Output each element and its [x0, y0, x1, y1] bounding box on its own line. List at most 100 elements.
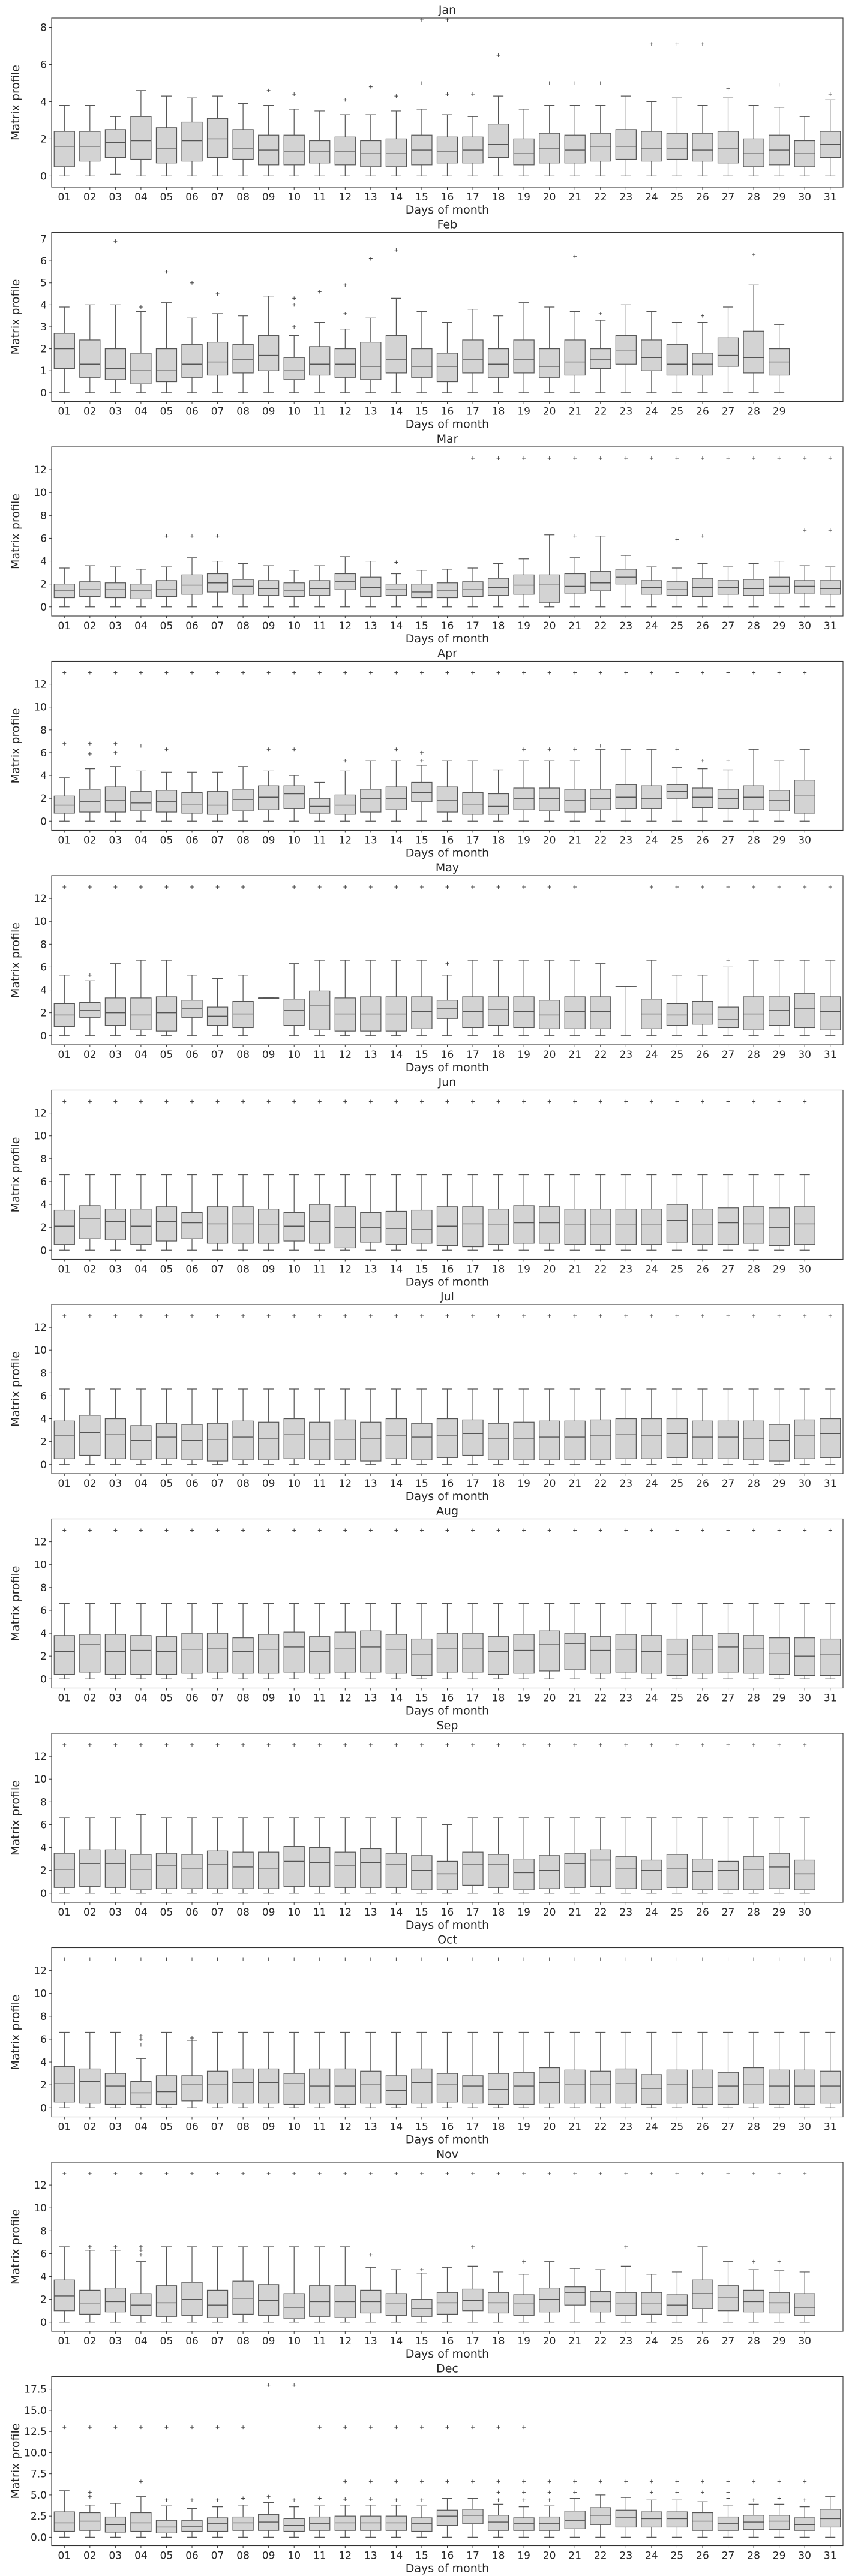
box-day-16	[436, 1528, 458, 1679]
x-axis-label: Days of month	[406, 2347, 489, 2361]
box-iqr	[79, 1205, 101, 1239]
box-iqr	[615, 129, 637, 160]
box-iqr	[258, 1421, 280, 1460]
x-tick-label: 13	[364, 2550, 377, 2562]
outlier-marker	[471, 1099, 475, 1104]
outlier-marker	[598, 2172, 602, 2176]
x-tick-label: 09	[262, 406, 275, 418]
box-iqr	[411, 781, 433, 802]
box-day-02	[79, 1528, 101, 1679]
box-day-24	[641, 1528, 662, 1679]
x-tick-label: 07	[211, 835, 224, 847]
y-tick-label: 8	[40, 1367, 47, 1379]
outlier-marker	[139, 305, 143, 309]
x-tick-label: 04	[134, 2335, 148, 2347]
outlier-marker	[445, 885, 449, 889]
box-day-10	[283, 1743, 305, 1894]
box-day-09	[258, 2383, 280, 2538]
box-day-12	[334, 1957, 356, 2108]
box-iqr	[53, 333, 75, 369]
x-tick-label: 06	[185, 1264, 199, 1276]
outlier-marker	[241, 1957, 245, 1961]
outlier-marker	[573, 1528, 577, 1532]
box-iqr	[79, 2512, 101, 2531]
box-day-24	[641, 2172, 662, 2323]
outlier-marker	[445, 2172, 449, 2176]
outlier-marker	[445, 1314, 449, 1318]
x-tick-label: 11	[313, 1907, 326, 1919]
box-day-07	[206, 2172, 229, 2323]
box-iqr	[462, 2288, 484, 2312]
x-tick-label: 21	[568, 1693, 581, 1705]
y-tick-label: 3	[40, 321, 47, 333]
box-day-29	[769, 2479, 790, 2538]
box-iqr	[206, 2517, 229, 2532]
x-tick-label: 09	[262, 1907, 275, 1919]
outlier-marker	[343, 1528, 347, 1532]
box-iqr	[462, 996, 484, 1029]
box-day-03	[104, 1957, 126, 2108]
x-tick-label: 23	[620, 2335, 633, 2347]
box-day-27	[717, 885, 739, 1036]
y-tick-label: 1	[40, 365, 47, 377]
box-iqr	[513, 1205, 535, 1244]
x-tick-label: 25	[671, 2335, 684, 2347]
x-tick-label: 14	[390, 2550, 403, 2562]
box-iqr	[513, 1634, 535, 1674]
x-tick-label: 01	[58, 406, 71, 418]
outlier-marker	[113, 239, 118, 244]
x-tick-label: 05	[160, 620, 173, 632]
x-tick-label: 11	[313, 2121, 326, 2133]
x-tick-label: 20	[543, 2335, 556, 2347]
outlier-marker	[113, 1957, 118, 1961]
box-iqr	[539, 1420, 560, 1460]
x-tick-label: 15	[415, 1264, 428, 1276]
box-day-25	[666, 1743, 688, 1894]
outlier-marker	[241, 1314, 245, 1318]
box-iqr	[539, 787, 560, 811]
box-iqr	[181, 1633, 203, 1674]
x-tick-label: 19	[517, 2550, 530, 2562]
x-tick-label: 12	[338, 835, 352, 847]
x-tick-label: 17	[466, 2121, 479, 2133]
y-tick-label: 2	[40, 1865, 47, 1877]
y-tick-label: 8	[40, 725, 47, 737]
box-day-27	[717, 2172, 739, 2323]
box-iqr	[820, 580, 841, 595]
box-iqr	[564, 1209, 586, 1245]
outlier-marker	[368, 2172, 373, 2176]
box-day-08	[232, 1528, 254, 1679]
box-iqr	[385, 138, 407, 167]
x-tick-label: 13	[364, 2335, 377, 2347]
outlier-marker	[88, 671, 92, 675]
box-iqr	[130, 791, 152, 811]
x-axis-label: Days of month	[406, 2562, 489, 2575]
outlier-marker	[394, 1528, 398, 1532]
box-day-03	[104, 885, 126, 1036]
box-day-16	[436, 2172, 458, 2323]
box-iqr	[615, 335, 637, 365]
x-tick-label: 04	[134, 1907, 148, 1919]
box-iqr	[155, 996, 178, 1032]
x-tick-label: 10	[287, 406, 301, 418]
outlier-marker	[368, 2479, 373, 2484]
box-day-25	[666, 42, 688, 177]
box-day-10	[283, 671, 305, 822]
x-tick-label: 31	[824, 1693, 837, 1705]
outlier-marker	[675, 671, 679, 675]
box-day-10	[283, 570, 305, 608]
y-tick-label: 0	[40, 387, 47, 399]
x-tick-label: 19	[517, 406, 530, 418]
box-day-06	[181, 1099, 203, 1251]
box-iqr	[641, 131, 662, 162]
outlier-marker	[394, 2425, 398, 2430]
x-tick-label: 04	[134, 1693, 148, 1705]
box-iqr	[53, 1209, 75, 1245]
box-day-06	[181, 1314, 203, 1465]
box-day-22	[590, 671, 611, 822]
outlier-marker	[573, 2479, 577, 2484]
x-tick-label: 03	[109, 1478, 122, 1490]
outlier-marker	[675, 1957, 679, 1961]
box-day-30	[794, 1528, 815, 1679]
